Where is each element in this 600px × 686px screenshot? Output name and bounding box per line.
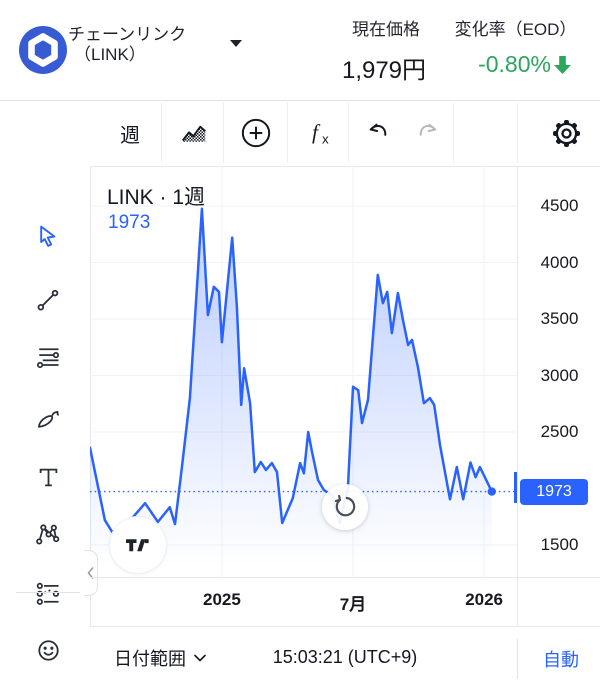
price-tick: 4000 xyxy=(540,252,579,272)
redo-icon xyxy=(413,119,441,147)
drawing-toolbar xyxy=(0,101,91,686)
trend-line-tool-icon[interactable] xyxy=(26,278,70,322)
time-tick: 7月 xyxy=(339,595,367,614)
last-price-badge: 1973 xyxy=(520,478,588,505)
header: チェーンリンク （LINK） 現在価格 1,979円 変化率（EOD） -0.8… xyxy=(0,0,600,100)
refresh-icon xyxy=(332,494,358,520)
auto-button[interactable]: 自動 xyxy=(543,650,579,670)
chart-pane[interactable] xyxy=(90,166,517,577)
date-range-button[interactable]: 日付範囲 xyxy=(114,645,206,671)
tradingview-logo-icon xyxy=(126,537,150,554)
down-arrow-icon xyxy=(553,55,572,75)
clock-label[interactable]: 15:03:21 (UTC+9) xyxy=(272,647,418,667)
redo-button[interactable] xyxy=(404,105,450,161)
price-scale-border-extension xyxy=(517,577,518,626)
date-range-label: 日付範囲 xyxy=(114,649,186,669)
undo-icon xyxy=(365,119,393,147)
change-value-wrap: -0.80% xyxy=(460,51,590,78)
brush-tool-icon[interactable] xyxy=(26,397,70,441)
chart-legend-title: LINK · 1週 xyxy=(107,186,206,209)
change-label: 変化率（EOD） xyxy=(454,20,577,39)
gear-icon xyxy=(550,117,583,150)
chart-footer: 日付範囲 15:03:21 (UTC+9) 自動 xyxy=(90,626,600,686)
widget-top-border xyxy=(0,100,600,101)
chart-type-button[interactable] xyxy=(166,105,222,161)
change-value: -0.80% xyxy=(478,51,551,77)
area-chart-icon xyxy=(179,118,209,148)
area-fill xyxy=(90,208,492,577)
undo-button[interactable] xyxy=(356,105,402,161)
symbol-name[interactable]: チェーンリンク xyxy=(68,25,187,44)
time-axis[interactable]: 2025 7月 2026 xyxy=(90,577,600,627)
price-tick: 4500 xyxy=(540,196,579,215)
symbol-dropdown-caret-icon[interactable] xyxy=(230,40,242,47)
forecast-tool-icon[interactable] xyxy=(26,573,70,617)
current-price-value: 1,979円 xyxy=(341,57,427,84)
footer-divider xyxy=(517,639,518,679)
chart-toolbar: 週 xyxy=(90,101,600,167)
tradingview-watermark[interactable] xyxy=(110,517,166,573)
symbol-ticker[interactable]: （LINK） xyxy=(74,45,146,64)
current-price-label: 現在価格 xyxy=(352,20,420,39)
price-tick: 1500 xyxy=(540,535,579,555)
chart-legend-value: 1973 xyxy=(108,212,151,233)
svg-text:x: x xyxy=(322,132,329,147)
price-tick: 3500 xyxy=(540,309,579,328)
time-tick: 2026 xyxy=(465,590,504,609)
interval-button[interactable]: 週 xyxy=(120,124,140,147)
emoji-tool-icon[interactable] xyxy=(26,628,70,672)
sidebar-divider xyxy=(16,592,80,593)
horizontal-lines-tool-icon[interactable] xyxy=(26,336,70,380)
plus-circle-icon xyxy=(239,116,273,150)
compare-button[interactable] xyxy=(228,105,284,161)
svg-text:f: f xyxy=(312,120,321,144)
settings-button[interactable] xyxy=(538,105,594,161)
price-tick: 2500 xyxy=(540,422,579,441)
last-price-marker xyxy=(487,487,497,496)
cursor-tool-icon[interactable] xyxy=(26,214,70,258)
price-chart[interactable] xyxy=(90,166,517,577)
xabcd-pattern-tool-icon[interactable] xyxy=(26,513,70,557)
indicators-button[interactable]: f x xyxy=(292,105,348,161)
refresh-button[interactable] xyxy=(322,484,368,530)
chevron-down-icon xyxy=(194,654,206,662)
price-scale[interactable]: 4500 4000 3500 3000 2500 1500 1973 xyxy=(517,166,600,577)
price-tick: 3000 xyxy=(540,365,579,385)
text-tool-icon[interactable] xyxy=(26,455,70,499)
fx-icon: f x xyxy=(304,117,336,149)
time-tick: 2025 xyxy=(203,590,241,609)
chainlink-logo-icon xyxy=(19,26,67,74)
price-line xyxy=(90,207,494,534)
